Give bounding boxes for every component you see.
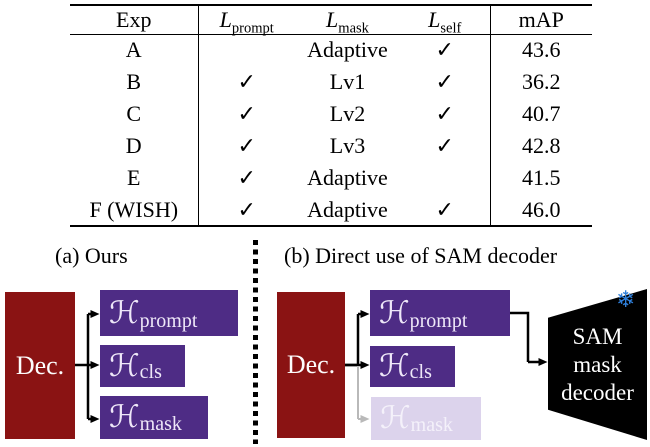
script-h-symbol: ℋ	[109, 294, 140, 331]
l-prompt-cell: ✓	[237, 101, 256, 126]
l-mask-cell: Adaptive	[307, 165, 388, 190]
l-mask-cell: Lv3	[329, 133, 366, 158]
prompt-to-sam-arrow	[510, 311, 548, 366]
l-prompt-cell: ✓	[237, 69, 256, 94]
table-header-row: Exp Lprompt Lmask Lself mAP	[70, 5, 592, 37]
table-row: E ✓ Adaptive 41.5	[70, 162, 592, 194]
table-row: A Adaptive ✓ 43.6	[70, 34, 592, 66]
l-mask-cell: Adaptive	[307, 37, 388, 63]
l-mask-cell: Adaptive	[307, 196, 388, 222]
snowflake-frozen-icon: ❄	[616, 287, 636, 313]
script-h-symbol: ℋ	[379, 348, 410, 384]
panel-a-decoder-label: Dec.	[15, 350, 65, 380]
col-header-l-prompt: Lprompt	[219, 6, 274, 37]
dotted-divider	[253, 240, 258, 444]
sam-decoder-label-line: decoder	[561, 379, 634, 405]
h-mask-subscript: mask	[139, 413, 182, 435]
sam-decoder-label-line: SAM	[572, 323, 623, 349]
table-row: C ✓ Lv2 ✓ 40.7	[70, 98, 592, 130]
caption-a-ours: (a) Ours	[55, 243, 128, 268]
h-cls-subscript: cls	[139, 361, 162, 383]
exp-cell: B	[70, 66, 199, 98]
l-self-cell: ✓	[400, 130, 491, 162]
ablation-table: Exp Lprompt Lmask Lself mAP A Adaptive ✓…	[70, 4, 592, 227]
script-h-symbol: ℋ	[380, 400, 411, 436]
col-header-exp: Exp	[70, 5, 199, 34]
l-prompt-cell: ✓	[237, 133, 256, 158]
exp-cell: D	[70, 130, 199, 162]
exp-cell: A	[70, 34, 199, 66]
h-prompt-subscript: prompt	[139, 310, 198, 332]
l-self-cell	[400, 162, 491, 194]
script-h-symbol: ℋ	[109, 399, 140, 435]
table-row: F (WISH) ✓ Adaptive ✓ 46.0	[70, 194, 592, 226]
col-header-l-self: Lself	[400, 5, 491, 35]
l-self-cell: ✓	[400, 98, 491, 130]
panel-a-arrows	[75, 310, 100, 423]
exp-cell: E	[70, 162, 199, 194]
map-cell: 42.8	[522, 133, 561, 158]
panel-b-decoder-box: Dec.	[277, 292, 345, 438]
col-header-l-mask: Lmask	[326, 6, 369, 37]
l-self-cell: ✓	[400, 66, 491, 98]
l-mask-cell: Lv1	[329, 69, 366, 94]
table-row: B ✓ Lv1 ✓ 36.2	[70, 66, 592, 98]
exp-cell: C	[70, 98, 199, 130]
map-cell: 36.2	[522, 69, 561, 94]
table-row: D ✓ Lv3 ✓ 42.8	[70, 130, 592, 162]
h-cls-subscript: cls	[409, 361, 432, 383]
l-prompt-cell: ✓	[237, 196, 256, 222]
map-cell: 40.7	[522, 101, 561, 126]
panel-b-arrows	[345, 310, 370, 423]
h-prompt-subscript: prompt	[409, 310, 468, 332]
l-prompt-cell: ✓	[237, 165, 256, 190]
exp-cell: F (WISH)	[70, 194, 199, 226]
l-self-cell: ✓	[400, 34, 491, 66]
h-mask-subscript: mask	[410, 414, 453, 436]
map-cell: 41.5	[522, 165, 561, 190]
script-h-symbol: ℋ	[109, 347, 140, 384]
col-header-map: mAP	[518, 6, 564, 32]
panel-a-decoder-box: Dec.	[5, 292, 75, 439]
l-prompt-cell	[198, 34, 295, 66]
sam-decoder-label-line: mask	[573, 351, 622, 377]
l-mask-cell: Lv2	[329, 101, 366, 126]
script-h-symbol: ℋ	[379, 294, 410, 331]
map-cell-best: 46.0	[522, 196, 561, 222]
caption-b-direct-sam: (b) Direct use of SAM decoder	[284, 243, 558, 268]
map-cell: 43.6	[522, 37, 561, 63]
panel-b-decoder-label: Dec.	[286, 350, 336, 379]
l-self-cell: ✓	[400, 194, 491, 226]
